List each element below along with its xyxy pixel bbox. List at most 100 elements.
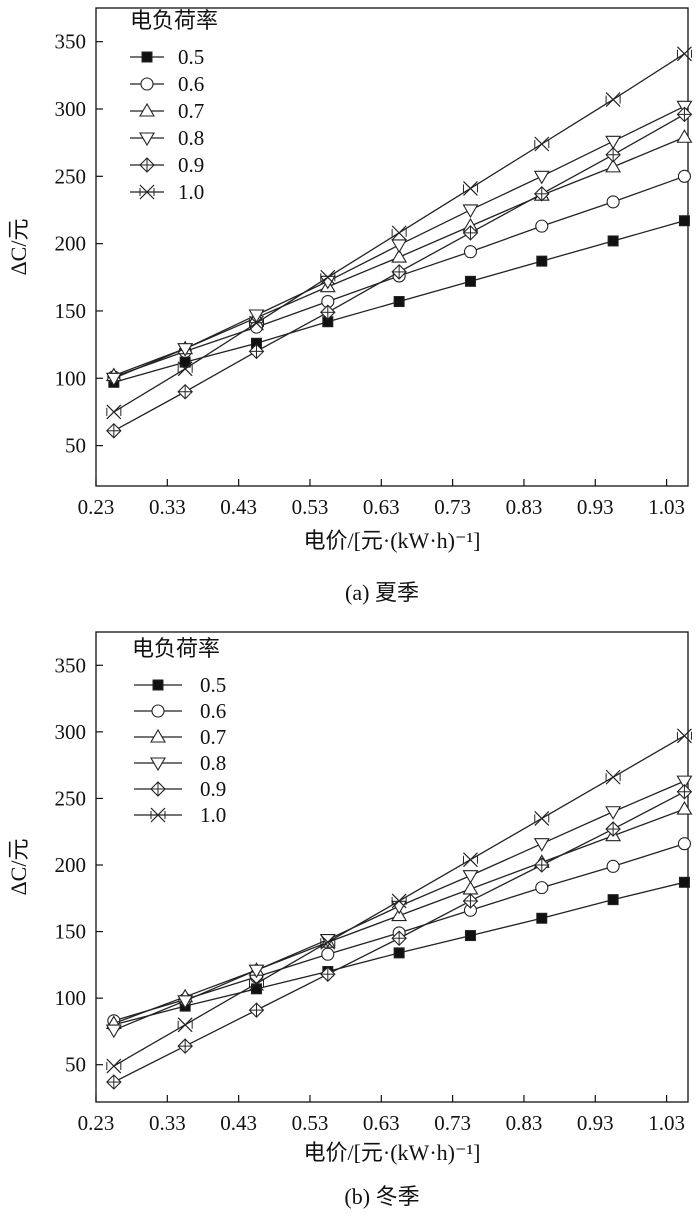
legend-item: 0.8	[134, 751, 226, 775]
legend-item: 0.9	[134, 777, 226, 801]
legend: 电负荷率 0.50.60.70.80.91.0	[132, 636, 226, 827]
x-tick-label: 0.33	[149, 1111, 186, 1135]
data-point	[462, 181, 478, 196]
x-tick-label: 0.83	[506, 495, 543, 519]
x-tick-label: 0.53	[292, 1111, 329, 1135]
x-tick-label: 0.83	[506, 1111, 543, 1135]
series-0.5	[108, 215, 690, 388]
legend-marker	[150, 757, 166, 772]
data-point	[676, 775, 693, 790]
data-point	[391, 225, 407, 241]
x-tick-label: 0.33	[149, 495, 186, 519]
data-point	[106, 423, 122, 439]
data-point	[177, 361, 193, 377]
legend-marker	[139, 184, 155, 200]
data-point	[607, 894, 619, 906]
series-0.9	[106, 106, 693, 439]
data-point	[177, 383, 193, 400]
data-point	[391, 264, 407, 280]
data-point	[605, 158, 622, 173]
legend-label: 0.7	[200, 725, 226, 749]
series-1.0	[106, 728, 692, 1074]
data-point	[607, 235, 619, 247]
data-point	[676, 783, 693, 800]
series-1.0	[106, 46, 692, 420]
data-point	[248, 976, 264, 991]
y-axis-label: ΔC/元	[6, 219, 31, 276]
x-tick-label: 0.73	[434, 495, 471, 519]
data-point	[678, 215, 690, 227]
y-tick-label: 250	[55, 164, 87, 188]
y-axis-label: ΔC/元	[6, 839, 31, 896]
legend-marker	[139, 102, 155, 117]
legend-marker	[150, 781, 166, 797]
legend-item: 0.5	[134, 673, 226, 697]
legend-marker	[140, 77, 154, 91]
x-tick-label: 0.93	[577, 495, 614, 519]
x-tick-label: 0.73	[434, 1111, 471, 1135]
data-point	[248, 964, 265, 979]
chart-panel-winter: 0.23 0.33 0.43 0.53 0.63 0.73 0.83 0.93 1.035010…	[6, 631, 693, 1209]
data-point	[320, 304, 336, 321]
data-point	[536, 912, 548, 924]
y-tick-label: 50	[65, 434, 86, 458]
legend-title: 电负荷率	[132, 636, 220, 661]
data-point	[462, 204, 479, 219]
legend-label: 0.9	[178, 153, 204, 177]
data-point	[320, 269, 336, 285]
data-point	[534, 186, 550, 202]
legend-label: 1.0	[200, 803, 226, 827]
data-point	[676, 800, 693, 815]
data-point	[676, 728, 692, 744]
legend-label: 0.5	[178, 45, 204, 69]
series-0.8	[105, 775, 693, 1039]
y-tick-label: 100	[55, 366, 87, 390]
data-point	[248, 1002, 265, 1018]
figure-caption: (a) 夏季	[345, 580, 419, 605]
legend-item: 0.8	[130, 126, 204, 150]
x-axis-label: 电价/[元·(kW·h)⁻¹]	[303, 528, 480, 553]
y-tick-label: 100	[55, 986, 87, 1010]
data-point	[535, 219, 549, 233]
plot-frame	[95, 7, 689, 487]
y-tick-label: 50	[65, 1053, 86, 1077]
legend-label: 0.9	[200, 777, 226, 801]
data-point	[320, 934, 336, 950]
data-point	[605, 806, 622, 820]
legend-item: 1.0	[130, 180, 204, 204]
legend-marker	[152, 679, 164, 691]
legend-label: 0.5	[200, 673, 226, 697]
legend-marker	[139, 132, 155, 147]
x-tick-label: 0.43	[220, 1111, 257, 1135]
data-point	[462, 870, 479, 884]
y-tick-label: 350	[55, 653, 87, 677]
legend-marker	[150, 728, 166, 743]
data-point	[464, 930, 476, 942]
data-point	[391, 239, 408, 254]
legend-label: 0.7	[178, 99, 204, 123]
x-axis-label: 电价/[元·(kW·h)⁻¹]	[303, 1140, 480, 1165]
data-point	[677, 169, 691, 183]
legend-item: 0.9	[130, 153, 204, 177]
data-point	[676, 106, 693, 123]
data-point	[177, 343, 194, 357]
data-point	[678, 876, 690, 888]
y-tick-label: 250	[55, 786, 87, 810]
data-point	[462, 852, 478, 868]
data-point	[177, 1017, 193, 1033]
data-point	[535, 881, 549, 895]
data-point	[677, 837, 691, 851]
data-point	[463, 245, 478, 259]
data-point	[393, 296, 405, 308]
series-0.9	[106, 783, 693, 1090]
x-tick-label: 0.93	[577, 1111, 614, 1135]
series-0.7	[105, 800, 693, 1029]
legend-item: 0.6	[130, 72, 204, 96]
data-point	[605, 92, 621, 107]
legend-marker	[141, 51, 153, 63]
data-point	[321, 947, 335, 961]
data-point	[320, 966, 336, 982]
chart-panel-summer: 0.23 0.33 0.43 0.53 0.63 0.73 0.83 0.93 1.035010…	[6, 7, 693, 605]
legend-title: 电负荷率	[130, 8, 218, 33]
